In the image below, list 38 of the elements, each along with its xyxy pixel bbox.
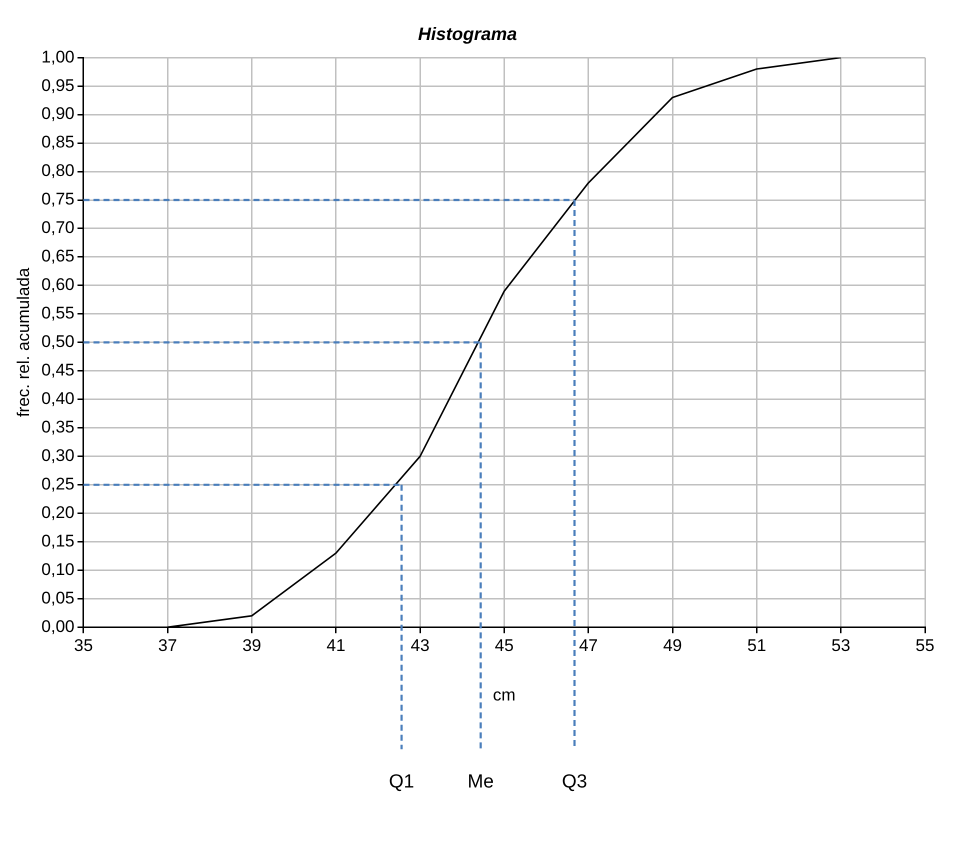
x-tick-label: 37	[158, 636, 178, 656]
y-tick-label: 0,30	[41, 446, 74, 466]
chart-title: Histograma	[418, 24, 518, 44]
y-tick-label: 0,80	[41, 161, 74, 180]
x-axis-title: cm	[492, 685, 516, 704]
x-tick-label: 45	[494, 636, 514, 656]
y-tick-label: 0,85	[41, 132, 74, 152]
y-tick-label: 0,05	[41, 588, 74, 608]
x-tick-label: 51	[747, 636, 766, 656]
y-tick-label: 0,10	[41, 560, 74, 579]
y-tick-label: 0,15	[41, 531, 74, 550]
y-tick-label: 0,70	[41, 218, 74, 238]
x-tick-label: 55	[916, 636, 934, 656]
y-tick-label: 0,00	[41, 616, 74, 636]
x-tick-label: 49	[663, 636, 682, 656]
x-tick-label: 47	[578, 636, 598, 656]
x-tick-label: 53	[831, 636, 850, 656]
y-tick-label: 0,60	[41, 275, 74, 294]
y-tick-label: 0,20	[41, 502, 74, 522]
x-tick-label: 35	[74, 636, 93, 656]
y-tick-label: 0,50	[41, 332, 74, 352]
x-tick-label: 41	[326, 636, 346, 656]
ref-line-label: Me	[467, 771, 494, 792]
y-tick-label: 0,95	[41, 76, 74, 95]
y-tick-label: 0,55	[41, 304, 74, 323]
y-tick-label: 0,40	[41, 389, 74, 408]
x-tick-label: 39	[242, 636, 262, 656]
y-tick-label: 0,65	[41, 246, 74, 266]
ref-line-label: Q1	[388, 771, 414, 792]
y-tick-label: 0,90	[41, 104, 74, 124]
y-tick-label: 0,35	[41, 418, 74, 437]
y-axis-title: frec. rel. acumulada	[14, 267, 33, 418]
y-tick-label: 0,75	[41, 190, 74, 209]
y-tick-label: 0,45	[41, 360, 74, 380]
x-tick-label: 43	[410, 636, 430, 656]
y-tick-label: 1,00	[41, 47, 74, 66]
ref-line-label: Q3	[562, 771, 588, 792]
y-tick-label: 0,25	[41, 474, 74, 494]
